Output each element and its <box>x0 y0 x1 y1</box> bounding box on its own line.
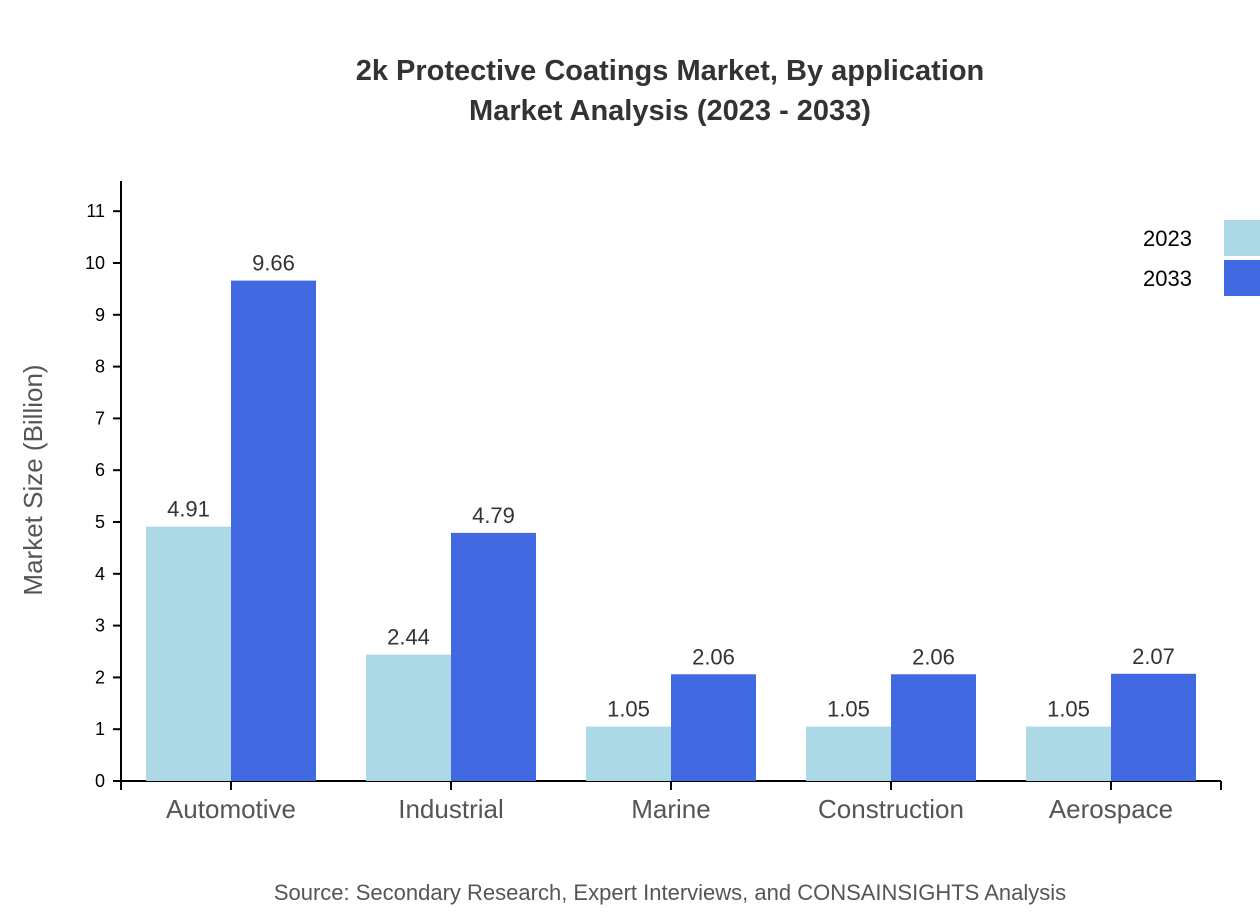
bar-2033 <box>231 280 316 781</box>
data-label: 2.07 <box>1132 644 1175 669</box>
y-tick-label: 8 <box>95 357 105 377</box>
data-label: 2.06 <box>692 644 735 669</box>
x-tick-label: Automotive <box>166 794 296 824</box>
x-tick-label: Construction <box>818 794 964 824</box>
chart-title: 2k Protective Coatings Market, By applic… <box>356 55 985 87</box>
y-tick-label: 4 <box>95 564 105 584</box>
y-tick-label: 11 <box>86 201 105 221</box>
bar-2023 <box>366 654 451 781</box>
data-label: 1.05 <box>1047 697 1090 722</box>
y-tick-label: 5 <box>95 512 105 532</box>
source-note: Source: Secondary Research, Expert Inter… <box>274 880 1066 905</box>
bar-2023 <box>146 526 231 781</box>
y-axis-label: Market Size (Billion) <box>18 364 48 595</box>
chart-subtitle: Market Analysis (2023 - 2033) <box>469 95 871 127</box>
data-label: 2.06 <box>912 644 955 669</box>
y-tick-label: 1 <box>95 719 105 739</box>
data-label: 1.05 <box>607 697 650 722</box>
bar-2033 <box>451 532 536 781</box>
legend-swatch <box>1224 220 1260 256</box>
bar-2023 <box>806 726 891 781</box>
y-tick-label: 0 <box>95 771 105 791</box>
y-tick-label: 7 <box>95 408 105 428</box>
bar-2033 <box>1111 673 1196 781</box>
data-label: 1.05 <box>827 697 870 722</box>
x-tick-label: Industrial <box>398 794 504 824</box>
data-label: 2.44 <box>387 625 430 650</box>
data-label: 9.66 <box>252 251 295 276</box>
bar-2033 <box>891 674 976 781</box>
bar-2023 <box>586 726 671 781</box>
legend-label: 2023 <box>1143 226 1192 251</box>
x-tick-label: Marine <box>631 794 710 824</box>
x-tick-label: Aerospace <box>1049 794 1173 824</box>
y-tick-label: 9 <box>95 305 105 325</box>
y-tick-label: 6 <box>95 460 105 480</box>
y-tick-label: 2 <box>95 667 105 687</box>
y-tick-label: 10 <box>85 253 105 273</box>
legend-label: 2033 <box>1143 266 1192 291</box>
data-label: 4.91 <box>167 497 210 522</box>
bar-2033 <box>671 674 756 781</box>
y-tick-label: 3 <box>95 616 105 636</box>
bar-2023 <box>1026 726 1111 781</box>
data-label: 4.79 <box>472 503 515 528</box>
legend-swatch <box>1224 260 1260 296</box>
